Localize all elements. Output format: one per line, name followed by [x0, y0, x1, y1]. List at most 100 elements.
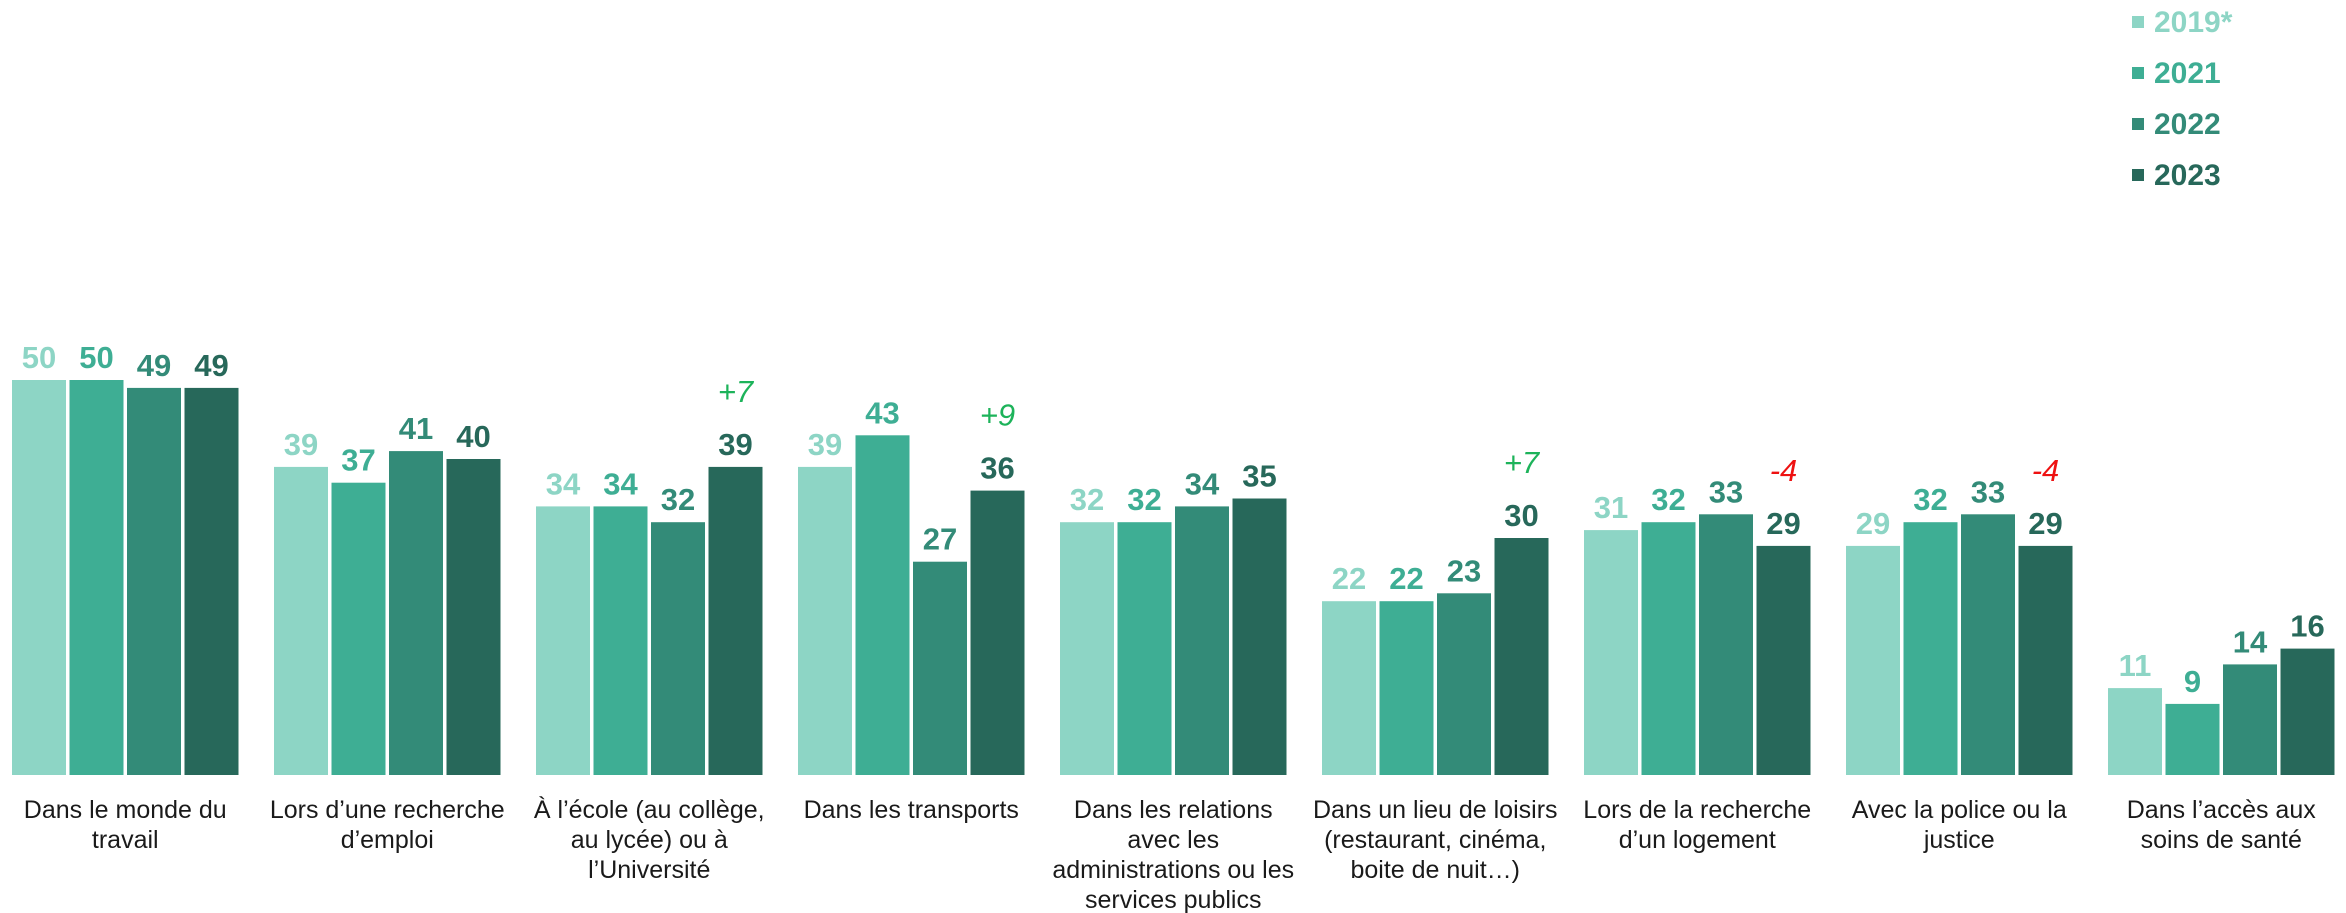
data-label: 32 [1913, 482, 1947, 517]
category-label: Dans le monde du [24, 796, 227, 824]
bar-2019-3 [798, 466, 852, 775]
data-label: 37 [341, 443, 375, 478]
bar-2023-4 [1232, 498, 1287, 775]
data-label: 36 [980, 451, 1014, 486]
legend-label: 2021 [2154, 57, 2221, 90]
category-label: (restaurant, cinéma, [1324, 826, 1546, 854]
category-label: À l’école (au collège, [534, 795, 765, 824]
bar-2019-7 [1846, 545, 1900, 775]
data-label: 31 [1594, 490, 1628, 525]
data-label: 34 [1185, 466, 1220, 501]
bar-2023-3 [970, 490, 1025, 775]
data-label: 34 [603, 466, 638, 501]
data-label: 16 [2290, 609, 2324, 644]
legend-label: 2022 [2154, 108, 2221, 141]
bar-2021-4 [1117, 522, 1172, 775]
bar-2021-7 [1903, 522, 1958, 775]
data-label: 33 [1709, 474, 1743, 509]
bar-2023-8 [2280, 648, 2335, 775]
category-label: Lors d’une recherche [270, 796, 505, 824]
data-label: 22 [1332, 561, 1366, 596]
bar-2019-0 [12, 380, 66, 775]
data-label: 29 [1766, 506, 1800, 541]
category-label: administrations ou les [1052, 856, 1294, 884]
bar-2022-8 [2223, 664, 2277, 775]
data-label: 11 [2119, 648, 2152, 683]
category-label: justice [1923, 826, 1995, 854]
change-annotation: -4 [2032, 453, 2060, 488]
data-label: 50 [79, 340, 113, 375]
data-label: 35 [1242, 459, 1276, 494]
category-label: Dans un lieu de loisirs [1313, 796, 1558, 824]
bar-2023-1 [446, 459, 501, 775]
legend-label: 2019* [2154, 6, 2233, 39]
bar-2022-7 [1961, 514, 2015, 775]
data-label: 29 [1856, 506, 1890, 541]
category-label: d’emploi [341, 826, 434, 854]
bar-2023-5 [1494, 538, 1549, 775]
category-label: au lycée) ou à [571, 826, 728, 854]
bar-2021-5 [1379, 601, 1434, 775]
data-label: 30 [1504, 498, 1538, 533]
bar-2023-7 [2018, 545, 2073, 775]
change-annotation: +7 [1504, 445, 1541, 480]
bar-2019-8 [2108, 688, 2162, 775]
data-label: 32 [1070, 482, 1104, 517]
data-label: 32 [661, 482, 695, 517]
bar-2019-2 [536, 506, 590, 775]
bar-2022-5 [1437, 593, 1491, 775]
data-label: 39 [808, 427, 842, 462]
bar-2019-1 [274, 466, 328, 775]
bar-2021-6 [1641, 522, 1696, 775]
change-annotation: +7 [718, 374, 755, 409]
data-label: 29 [2028, 506, 2062, 541]
category-label: d’un logement [1619, 826, 1776, 854]
bar-2021-8 [2165, 703, 2220, 775]
data-label: 27 [923, 522, 957, 557]
data-label: 32 [1651, 482, 1685, 517]
data-label: 41 [399, 411, 433, 446]
data-label: 49 [194, 348, 228, 383]
bar-2021-0 [69, 380, 124, 775]
data-label: 22 [1389, 561, 1423, 596]
plot-area: 50 50 49 49 39 37 41 40 34 34 32 39 +7 39 43 27 36 +9 32 32… [12, 340, 2335, 775]
category-label: avec les [1127, 826, 1219, 854]
category-label: Avec la police ou la [1852, 796, 2067, 824]
category-label: services publics [1085, 886, 1261, 913]
category-label: travail [92, 826, 159, 854]
data-label: 39 [284, 427, 318, 462]
bar-2021-1 [331, 482, 386, 775]
data-label: 39 [718, 427, 752, 462]
bar-2021-2 [593, 506, 648, 775]
legend-swatch [2132, 67, 2144, 79]
bar-2022-4 [1175, 506, 1229, 775]
bar-2022-1 [389, 451, 443, 775]
data-label: 43 [865, 395, 899, 430]
bar-2019-6 [1584, 530, 1638, 775]
data-label: 23 [1447, 553, 1481, 588]
legend-swatch [2132, 118, 2144, 130]
bar-2022-2 [651, 522, 705, 775]
bar-2023-0 [184, 387, 239, 775]
category-label: Dans les relations [1074, 796, 1273, 824]
data-label: 40 [456, 419, 490, 454]
category-label: boite de nuit…) [1350, 856, 1520, 884]
change-annotation: +9 [980, 398, 1015, 433]
data-label: 14 [2233, 624, 2268, 659]
data-label: 34 [546, 466, 581, 501]
bar-2023-2 [708, 466, 763, 775]
data-label: 50 [22, 340, 56, 375]
category-label: Dans les transports [804, 796, 1019, 824]
legend-label: 2023 [2154, 159, 2221, 192]
bar-2019-5 [1322, 601, 1376, 775]
bar-2019-4 [1060, 522, 1114, 775]
legend: 2019* 2021 2022 2023 [2132, 6, 2233, 192]
bar-2022-6 [1699, 514, 1753, 775]
bar-2023-6 [1756, 545, 1811, 775]
category-label: l’Université [588, 856, 710, 884]
bar-2022-3 [913, 561, 967, 775]
category-label: Dans l’accès aux [2127, 796, 2316, 824]
data-label: 49 [137, 348, 171, 383]
